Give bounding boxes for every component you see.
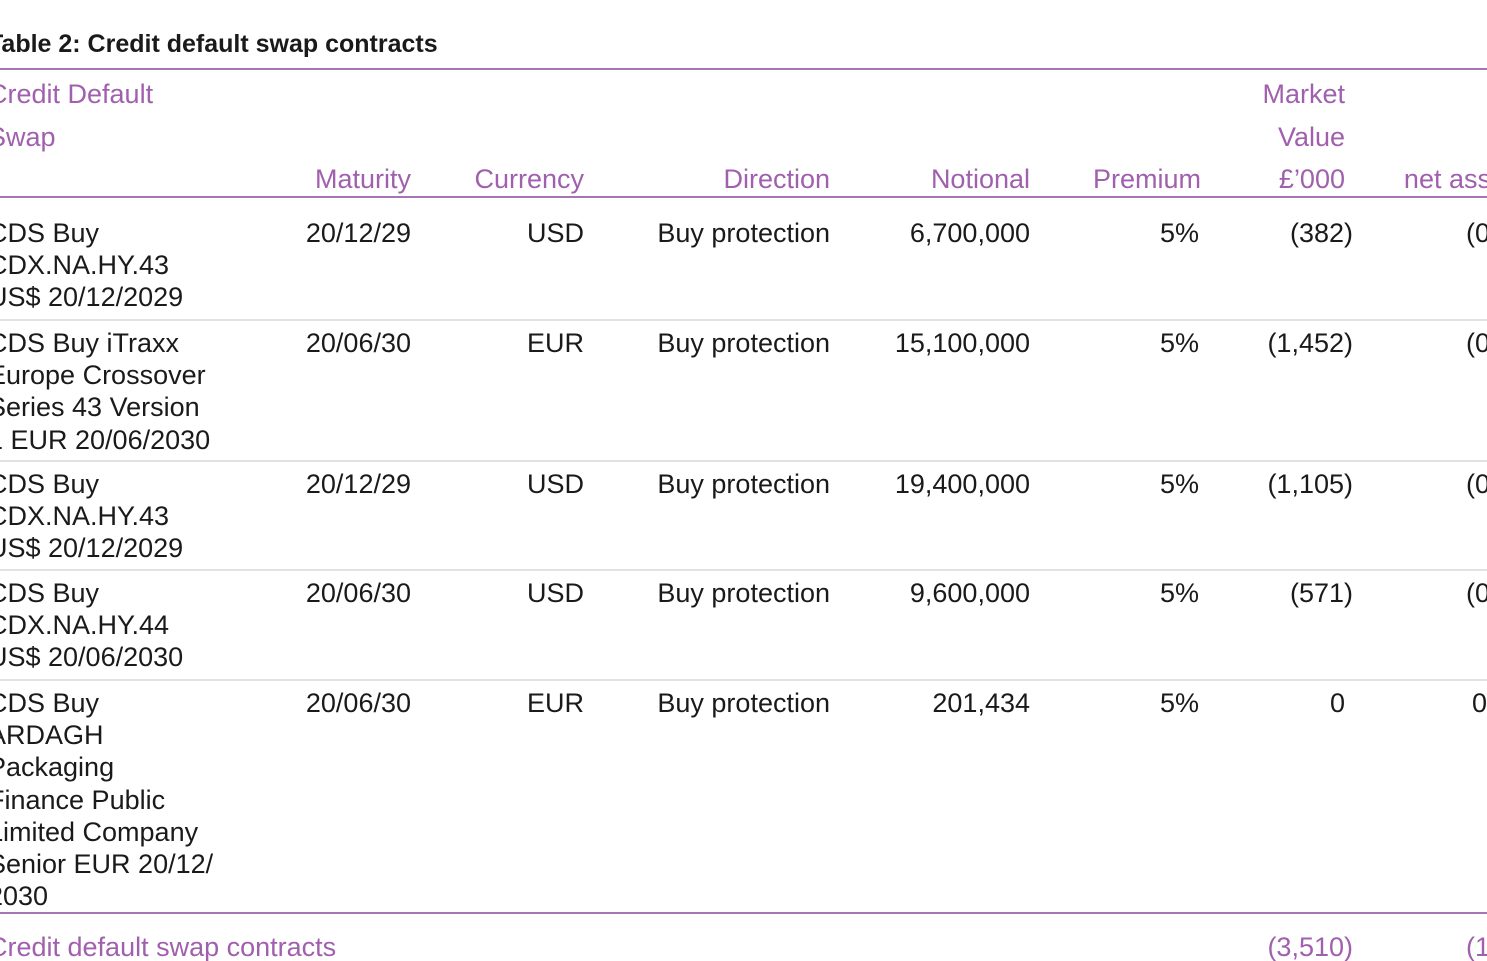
row-1-premium: 5% <box>1159 218 1199 248</box>
row-2-direction: Buy protection <box>657 328 830 358</box>
table-title: Table 2: Credit default swap contracts <box>0 30 438 58</box>
row-5-direction: Buy protection <box>657 688 830 718</box>
row-2-market-value: (1,452) <box>1267 328 1353 358</box>
row-3-pct-net-assets: (0 <box>1466 469 1487 499</box>
header-top-rule <box>0 68 1487 70</box>
row-5-premium: 5% <box>1159 688 1199 718</box>
row-5-pct-net-assets: 0 <box>1472 688 1487 718</box>
row-5-currency: EUR <box>526 688 584 718</box>
row-3-market-value: (1,105) <box>1267 469 1353 499</box>
row-1-instrument: CDS Buy CDX.NA.HY.43 US$ 20/12/2029 <box>0 218 184 313</box>
row-2-premium: 5% <box>1159 328 1199 358</box>
row-3-instrument: CDS Buy CDX.NA.HY.43 US$ 20/12/2029 <box>0 469 184 564</box>
row-2-notional: 15,100,000 <box>894 328 1030 358</box>
row-4-instrument: CDS Buy CDX.NA.HY.44 US$ 20/06/2030 <box>0 578 184 673</box>
row-1-pct-net-assets: (0 <box>1466 218 1487 248</box>
row-3-premium: 5% <box>1159 469 1199 499</box>
header-bottom-rule <box>0 196 1487 198</box>
row-4-premium: 5% <box>1159 578 1199 608</box>
header-direction: Direction <box>723 164 830 194</box>
row-3-direction: Buy protection <box>657 469 830 499</box>
row-1-maturity: 20/12/29 <box>305 218 411 248</box>
row-2-instrument: CDS Buy iTraxx Europe Crossover Series 4… <box>0 328 211 455</box>
total-market-value: (3,510) <box>1267 932 1353 961</box>
row-5-maturity: 20/06/30 <box>305 688 411 718</box>
header-pct-net-assets: % to net assets <box>1403 164 1487 194</box>
row-separator <box>0 679 1487 681</box>
row-5-market-value: 0 <box>1329 688 1345 718</box>
total-label: Credit default swap contracts <box>0 932 337 961</box>
total-pct-net-assets: (1 <box>1466 932 1487 961</box>
row-1-notional: 6,700,000 <box>909 218 1030 248</box>
row-1-market-value: (382) <box>1289 218 1353 248</box>
row-1-currency: USD <box>526 218 584 248</box>
row-separator <box>0 319 1487 321</box>
row-5-notional: 201,434 <box>932 688 1030 718</box>
row-2-currency: EUR <box>526 328 584 358</box>
row-4-maturity: 20/06/30 <box>305 578 411 608</box>
row-2-pct-net-assets: (0 <box>1466 328 1487 358</box>
row-4-pct-net-assets: (0 <box>1466 578 1487 608</box>
row-4-direction: Buy protection <box>657 578 830 608</box>
table-bottom-rule <box>0 912 1487 914</box>
row-4-market-value: (571) <box>1289 578 1353 608</box>
header-instrument: Credit Default Swap <box>0 79 154 152</box>
row-2-maturity: 20/06/30 <box>305 328 411 358</box>
row-separator <box>0 460 1487 462</box>
row-3-maturity: 20/12/29 <box>305 469 411 499</box>
row-5-instrument: CDS Buy ARDAGH Packaging Finance Public … <box>0 688 214 912</box>
row-4-notional: 9,600,000 <box>909 578 1030 608</box>
row-3-notional: 19,400,000 <box>894 469 1030 499</box>
header-premium: Premium <box>1092 164 1201 194</box>
row-4-currency: USD <box>526 578 584 608</box>
header-currency: Currency <box>474 164 584 194</box>
row-3-currency: USD <box>526 469 584 499</box>
row-1-direction: Buy protection <box>657 218 830 248</box>
header-market-value: Market Value £’000 <box>1262 79 1345 194</box>
row-separator <box>0 569 1487 571</box>
header-notional: Notional <box>930 164 1030 194</box>
header-maturity: Maturity <box>314 164 411 194</box>
